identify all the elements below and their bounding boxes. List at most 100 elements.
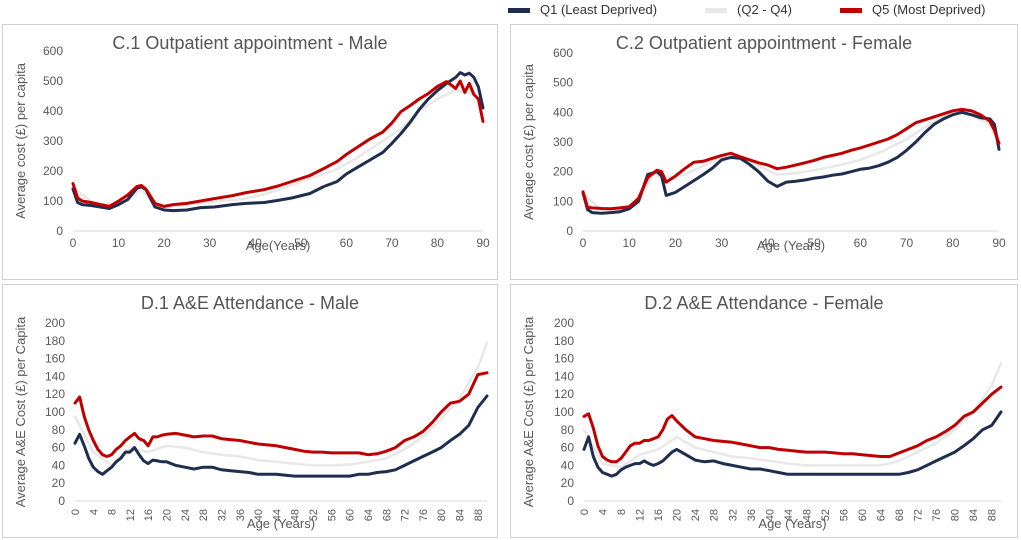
x-tick-label: 60 <box>857 509 869 521</box>
y-tick-label: 180 <box>45 334 65 348</box>
y-tick-label: 60 <box>52 441 66 455</box>
x-tick-label: 60 <box>345 509 357 521</box>
legend-swatch-q2-q4 <box>705 8 727 14</box>
series-line <box>582 410 1003 478</box>
y-tick-label: 200 <box>43 164 63 178</box>
x-tick-label: 44 <box>271 509 283 521</box>
chart-legend: Q1 (Least Deprived) (Q2 - Q4) Q5 (Most D… <box>0 0 1021 22</box>
y-axis-label: Average cost (£) per capita <box>521 63 536 220</box>
y-tick-label: 400 <box>553 105 573 119</box>
x-tick-label: 20 <box>669 236 683 250</box>
y-tick-label: 300 <box>553 135 573 149</box>
x-tick-label: 28 <box>709 509 721 521</box>
y-tick-label: 80 <box>52 423 66 437</box>
x-tick-label: 70 <box>385 236 399 250</box>
legend-item-q5: Q5 (Most Deprived) <box>840 2 985 20</box>
x-tick-label: 10 <box>623 236 637 250</box>
x-tick-label: 80 <box>431 236 445 250</box>
x-tick-label: 10 <box>112 236 126 250</box>
series-line <box>581 111 1001 211</box>
x-axis-label: Age (Years) <box>757 238 825 253</box>
x-tick-label: 84 <box>455 509 467 521</box>
x-tick-label: 60 <box>854 236 868 250</box>
y-tick-label: 20 <box>561 476 575 490</box>
y-tick-label: 0 <box>567 494 574 508</box>
y-tick-label: 500 <box>553 76 573 90</box>
legend-swatch-q5 <box>840 8 862 14</box>
x-axis-label: Age (Years) <box>758 516 826 531</box>
y-tick-label: 20 <box>52 476 66 490</box>
x-tick-label: 70 <box>900 236 914 250</box>
x-tick-label: 84 <box>968 509 980 521</box>
y-tick-label: 500 <box>43 74 63 88</box>
series-line <box>581 107 1001 211</box>
y-tick-label: 140 <box>45 369 65 383</box>
y-tick-label: 400 <box>43 104 63 118</box>
chart-svg: 0 20 40 60 80 100 120 140 160 180 200 0 4 8 12 16 20 24 28… <box>521 316 1003 531</box>
y-tick-label: 140 <box>554 369 574 383</box>
x-tick-label: 30 <box>203 236 217 250</box>
x-tick-label: 20 <box>672 509 684 521</box>
y-tick-label: 200 <box>554 316 574 330</box>
y-axis-label: Average A&E Cost (£) per Capita <box>13 316 28 507</box>
x-tick-label: 40 <box>253 509 265 521</box>
y-tick-label: 200 <box>553 165 573 179</box>
x-tick-label: 56 <box>326 509 338 521</box>
y-tick-label: 200 <box>45 316 65 330</box>
x-tick-label: 72 <box>913 509 925 521</box>
x-tick-label: 0 <box>70 236 77 250</box>
x-tick-label: 80 <box>946 236 960 250</box>
x-tick-label: 72 <box>400 509 412 521</box>
x-tick-label: 0 <box>70 509 82 515</box>
x-axis-label: Age(Years) <box>246 238 311 253</box>
x-tick-label: 24 <box>690 509 702 521</box>
x-tick-label: 30 <box>715 236 729 250</box>
y-tick-label: 0 <box>566 224 573 238</box>
chart-title: C.2 Outpatient appointment - Female <box>615 33 913 53</box>
y-tick-label: 0 <box>58 494 65 508</box>
x-tick-label: 20 <box>162 509 174 521</box>
legend-item-q2-q4: (Q2 - Q4) <box>705 2 792 20</box>
x-tick-label: 76 <box>931 509 943 521</box>
legend-swatch-q1 <box>508 8 530 14</box>
x-tick-label: 36 <box>746 509 758 521</box>
y-tick-label: 300 <box>43 134 63 148</box>
y-tick-label: 600 <box>553 46 573 60</box>
x-tick-label: 52 <box>820 509 832 521</box>
y-tick-label: 100 <box>553 194 573 208</box>
y-tick-label: 600 <box>43 44 63 58</box>
y-tick-label: 120 <box>554 387 574 401</box>
x-tick-label: 56 <box>838 509 850 521</box>
x-tick-label: 32 <box>216 509 228 521</box>
x-tick-label: 90 <box>992 236 1006 250</box>
x-tick-label: 16 <box>653 509 665 521</box>
y-tick-label: 80 <box>561 423 575 437</box>
series-line <box>73 341 489 467</box>
x-tick-label: 24 <box>180 509 192 521</box>
chart-panel-c1-male: C.1 Outpatient appointment - Male 0 100 20… <box>2 24 498 280</box>
series-line <box>73 394 489 478</box>
x-tick-label: 36 <box>235 509 247 521</box>
x-tick-label: 88 <box>987 509 999 521</box>
x-tick-label: 64 <box>363 509 375 521</box>
x-tick-label: 0 <box>580 236 587 250</box>
x-tick-label: 68 <box>894 509 906 521</box>
y-tick-label: 160 <box>554 352 574 366</box>
series-line <box>71 79 485 208</box>
x-tick-label: 48 <box>290 509 302 521</box>
x-tick-label: 12 <box>125 509 137 521</box>
series-line <box>581 110 1001 215</box>
x-tick-label: 4 <box>88 509 100 515</box>
x-tick-label: 40 <box>249 236 263 250</box>
series-line <box>73 371 489 458</box>
y-axis-label: Average A&E Cost (£) per Capita <box>521 316 536 507</box>
chart-panel-d2-female: D.2 A&E Attendance - Female 0 20 40 60 80 100… <box>510 284 1018 538</box>
x-tick-label: 40 <box>764 509 776 521</box>
x-tick-label: 8 <box>107 509 119 515</box>
x-tick-label: 80 <box>436 509 448 521</box>
x-tick-label: 32 <box>727 509 739 521</box>
chart-title: D.1 A&E Attendance - Male <box>140 293 360 313</box>
x-tick-label: 68 <box>381 509 393 521</box>
x-tick-label: 48 <box>801 509 813 521</box>
y-axis-label: Average cost (£) per capita <box>13 62 28 219</box>
